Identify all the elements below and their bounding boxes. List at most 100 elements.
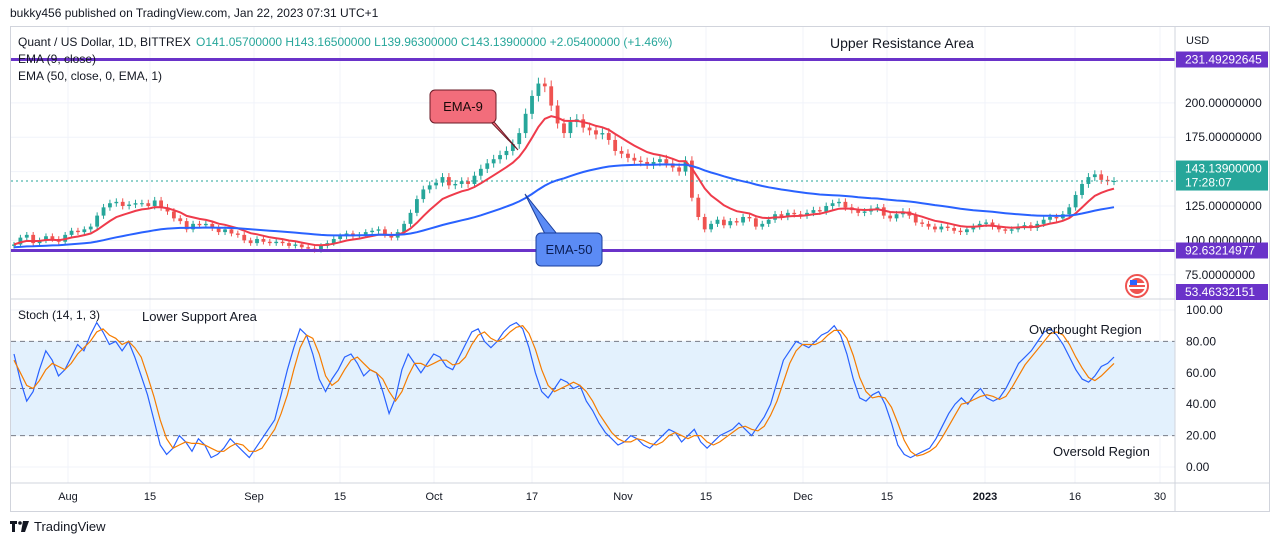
candle-body	[510, 144, 515, 151]
candle-body	[811, 210, 816, 213]
candle-body	[741, 216, 745, 223]
candle-body	[434, 182, 439, 186]
candle-body	[817, 210, 822, 212]
legend-ema50[interactable]: EMA (50, close, 0, EMA, 1)	[18, 69, 162, 83]
stoch-tick-label: 100.00	[1186, 303, 1223, 317]
candle-body	[383, 229, 387, 235]
legend-stoch[interactable]: Stoch (14, 1, 3)	[18, 308, 100, 322]
candle-body	[581, 119, 586, 128]
candle-body	[766, 219, 771, 224]
candle-body	[370, 230, 375, 233]
time-tick-label: 16	[1069, 491, 1081, 503]
candle-body	[689, 160, 694, 198]
candle-body	[779, 214, 784, 217]
currency-label: USD	[1186, 35, 1209, 47]
candle-body	[44, 236, 48, 241]
candle-body	[478, 168, 483, 176]
time-tick-label: Nov	[613, 491, 633, 503]
ema9-callout-text: EMA-9	[443, 99, 483, 114]
candle-body	[1112, 181, 1116, 183]
candle-body	[504, 150, 509, 156]
candle-body	[626, 153, 630, 158]
time-tick-label: 15	[144, 491, 156, 503]
ema50-callout: EMA-50	[524, 193, 603, 267]
candle-body	[120, 201, 125, 206]
candle-body	[600, 133, 605, 135]
stoch-axis[interactable]: 0.00 20.00 40.00 60.00 80.00 100.00	[1186, 303, 1223, 474]
candle-body	[12, 244, 16, 246]
candle-body	[1092, 174, 1097, 178]
candle-body	[127, 204, 132, 206]
price-plot	[11, 57, 1175, 253]
footer-brand[interactable]: TradingView	[10, 519, 106, 534]
candle-body	[613, 139, 618, 151]
candle-body	[1022, 225, 1027, 227]
candle-body	[491, 159, 496, 164]
overbought-label: Overbought Region	[1029, 322, 1142, 337]
candle-body	[319, 245, 323, 250]
candle-body	[280, 241, 285, 244]
time-tick-label: Dec	[793, 491, 813, 503]
candle-body	[101, 207, 106, 216]
time-axis[interactable]: Aug 15 Sep 15 Oct 17 Nov 15 Dec 15 2023 16 30	[58, 491, 1166, 503]
ema50-callout-text: EMA-50	[546, 242, 593, 257]
tradingview-logo-icon	[10, 520, 29, 532]
low-marker-tag: 53.46332151	[1176, 284, 1268, 300]
candle-body	[184, 221, 189, 230]
candle-body	[753, 218, 758, 227]
candle-body	[440, 177, 445, 183]
candle-body	[843, 201, 848, 208]
candle-body	[837, 201, 841, 204]
candle-body	[594, 130, 598, 135]
stoch-d-line	[13, 325, 1115, 457]
candle-body	[69, 230, 74, 235]
candle-body	[721, 219, 726, 226]
candle-body	[792, 212, 797, 215]
candle-body	[485, 163, 490, 169]
candle-body	[517, 133, 522, 145]
publish-info: bukky456 published on TradingView.com, J…	[10, 6, 379, 20]
candle-body	[133, 203, 138, 205]
candle-body	[830, 203, 835, 206]
candle-body	[191, 223, 195, 230]
price-tick-label: 200.00000000	[1185, 96, 1262, 110]
candle-body	[632, 157, 637, 161]
candle-body	[587, 127, 592, 131]
candle-body	[24, 234, 29, 238]
resistance-price-tag: 231.49292645	[1176, 51, 1268, 68]
candle-body	[709, 223, 714, 230]
legend-symbol[interactable]: Quant / US Dollar, 1D, BITTREX	[18, 35, 191, 49]
candle-body	[299, 244, 304, 248]
time-tick-label: Aug	[58, 491, 78, 503]
candle-body	[338, 236, 343, 239]
stoch-band	[11, 340, 1175, 437]
candle-body	[178, 218, 183, 222]
candle-body	[664, 159, 669, 164]
candle-body	[933, 226, 937, 230]
candle-body	[146, 203, 151, 206]
candle-body	[229, 229, 234, 234]
legend-ema9[interactable]: EMA (9, close)	[18, 52, 96, 66]
candle-body	[606, 133, 611, 140]
stoch-tick-label: 20.00	[1186, 429, 1216, 443]
candle-body	[728, 221, 733, 226]
us-flag-icon[interactable]	[1125, 274, 1149, 298]
footer-brand-text: TradingView	[34, 519, 106, 534]
candle-body	[466, 181, 470, 184]
candle-body	[536, 83, 541, 96]
candle-body	[421, 189, 426, 200]
time-tick-label: Sep	[244, 491, 264, 503]
candle-body	[223, 229, 227, 233]
stoch-tick-label: 60.00	[1186, 366, 1216, 380]
candle-body	[31, 234, 36, 244]
candle-body	[913, 215, 918, 223]
candle-body	[114, 201, 119, 204]
candle-body	[702, 216, 707, 230]
time-tick-label: 2023	[973, 491, 997, 503]
chart-frame	[10, 26, 1270, 512]
candle-body	[523, 113, 528, 134]
svg-text:53.46332151: 53.46332151	[1185, 285, 1255, 299]
candle-body	[76, 230, 80, 233]
candle-body	[945, 226, 950, 228]
